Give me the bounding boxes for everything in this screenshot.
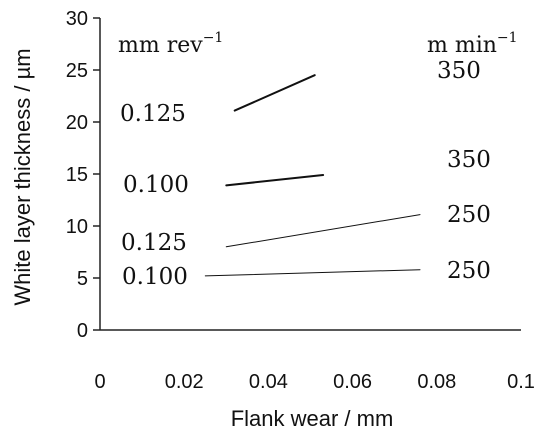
series-4-feed-label: 0.100	[122, 264, 188, 290]
y-axis-title: White layer thickness / µm	[10, 48, 35, 305]
y-tick-label: 10	[66, 216, 88, 238]
x-tick-label: 0	[94, 371, 105, 393]
series-line-1	[233, 74, 316, 112]
series-3-feed-label: 0.125	[121, 230, 187, 256]
series-line-3	[225, 214, 421, 248]
ticks: 0 5 10 15 20 25 30 0 0.02 0.04 0.06 0.08 0.1	[66, 8, 535, 393]
feed-unit-base: mm rev	[118, 33, 203, 58]
series-2-feed-label: 0.100	[123, 172, 189, 198]
y-tick-label: 0	[77, 320, 88, 342]
x-tick-label: 0.1	[507, 371, 535, 393]
speed-unit-exp: −1	[497, 30, 518, 46]
series-line-4	[204, 269, 421, 277]
speed-unit-base: m min	[427, 33, 497, 58]
x-tick-label: 0.04	[249, 371, 288, 393]
feed-unit-exp: −1	[203, 30, 224, 46]
feed-unit-label: mm rev−1	[118, 30, 223, 58]
x-tick-label: 0.02	[165, 371, 204, 393]
x-axis-title: Flank wear / mm	[231, 406, 394, 431]
annotations: mm rev−1 m min−1 0.125 350 0.100 350 0.1…	[118, 30, 518, 290]
y-tick-label: 20	[66, 112, 88, 134]
x-tick-label: 0.08	[417, 371, 456, 393]
speed-unit-label: m min−1	[427, 30, 518, 58]
y-tick-label: 5	[77, 268, 88, 290]
series-3-speed-label: 250	[447, 202, 491, 228]
series-1-feed-label: 0.125	[120, 101, 186, 127]
y-tick-label: 25	[66, 60, 88, 82]
y-tick-label: 30	[66, 8, 88, 30]
series-group	[204, 74, 421, 277]
x-tick-label: 0.06	[333, 371, 372, 393]
series-2-speed-label: 350	[447, 147, 491, 173]
series-1-speed-label: 350	[437, 58, 481, 84]
series-line-2	[225, 174, 325, 187]
series-4-speed-label: 250	[447, 258, 491, 284]
y-tick-label: 15	[66, 164, 88, 186]
